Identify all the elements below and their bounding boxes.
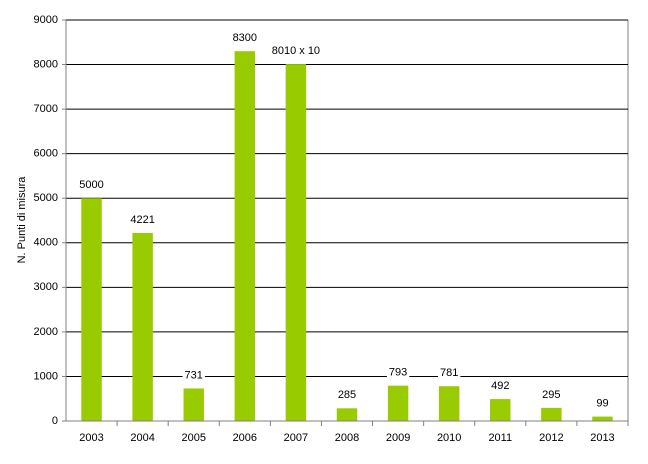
x-tick-label: 2004 xyxy=(130,432,154,444)
data-label: 285 xyxy=(338,389,356,401)
y-tick-label: 8000 xyxy=(34,58,58,70)
data-label: 492 xyxy=(491,380,509,392)
label-background xyxy=(489,378,512,393)
x-tick-label: 2006 xyxy=(233,432,257,444)
x-tick-label: 2003 xyxy=(79,432,103,444)
bar xyxy=(132,232,153,421)
x-tick-label: 2013 xyxy=(590,432,614,444)
data-label: 731 xyxy=(185,369,203,381)
label-background xyxy=(182,368,205,383)
bar xyxy=(285,64,307,422)
label-background xyxy=(438,366,461,381)
y-tick-label: 7000 xyxy=(34,103,58,115)
x-tick-label: 2011 xyxy=(488,432,512,444)
label-background xyxy=(77,178,106,193)
bar xyxy=(490,399,511,421)
y-axis-label: N. Punti di misura xyxy=(16,176,28,264)
label-background xyxy=(386,365,410,380)
y-tick-label: 9000 xyxy=(34,14,58,26)
y-tick-label: 3000 xyxy=(34,281,58,293)
label-background xyxy=(230,31,260,46)
y-tick-label: 1000 xyxy=(34,370,58,382)
data-label: 8010 x 10 xyxy=(272,45,320,57)
bar xyxy=(438,386,460,421)
y-tick-label: 5000 xyxy=(34,192,58,204)
y-tick-label: 4000 xyxy=(34,237,58,249)
bar xyxy=(336,408,358,421)
x-tick-label: 2012 xyxy=(539,432,563,444)
label-background xyxy=(128,212,157,227)
y-tick-label: 2000 xyxy=(34,326,58,338)
bar xyxy=(234,51,256,421)
label-background xyxy=(594,396,611,411)
label-background xyxy=(269,44,323,59)
data-label: 5000 xyxy=(79,179,103,191)
data-label: 793 xyxy=(389,367,407,379)
data-label: 4221 xyxy=(130,214,154,226)
bar xyxy=(592,416,613,421)
x-tick-label: 2005 xyxy=(181,432,205,444)
data-label: 8300 xyxy=(233,32,257,44)
x-tick-label: 2010 xyxy=(437,432,461,444)
bar xyxy=(81,198,102,421)
y-tick-label: 0 xyxy=(52,415,58,427)
bar xyxy=(541,407,562,421)
data-label: 99 xyxy=(596,397,608,409)
label-background xyxy=(540,387,563,402)
y-tick-label: 6000 xyxy=(34,148,58,160)
x-tick-label: 2009 xyxy=(386,432,410,444)
x-tick-label: 2007 xyxy=(284,432,308,444)
data-label: 781 xyxy=(440,367,458,379)
bar xyxy=(183,388,204,421)
data-label: 295 xyxy=(542,389,560,401)
bar xyxy=(387,385,409,421)
label-background xyxy=(335,388,359,403)
x-tick-label: 2008 xyxy=(335,432,359,444)
